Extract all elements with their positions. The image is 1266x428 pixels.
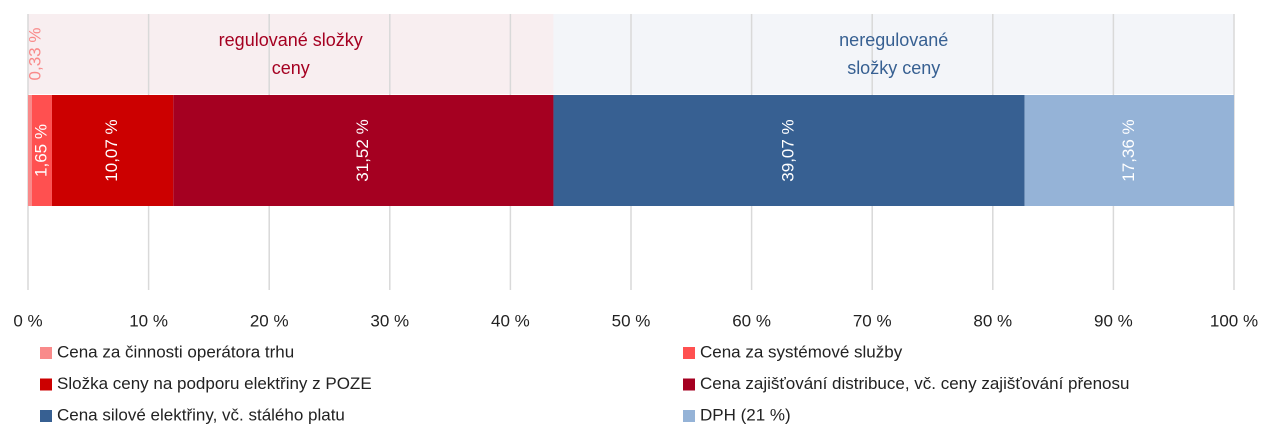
legend-label: Cena za činnosti operátora trhu <box>57 342 294 361</box>
legend-label: DPH (21 %) <box>700 405 791 424</box>
legend-label: Cena zajišťování distribuce, vč. ceny za… <box>700 374 1129 393</box>
band <box>553 14 1234 94</box>
legend-label: Složka ceny na podporu elektřiny z POZE <box>57 374 372 393</box>
x-tick-label: 0 % <box>13 311 42 330</box>
data-label: 0,33 % <box>25 28 44 81</box>
x-tick-label: 100 % <box>1210 311 1258 330</box>
x-tick-label: 60 % <box>732 311 771 330</box>
bar-segment <box>31 95 52 206</box>
bar-segment <box>173 95 554 206</box>
x-tick-label: 30 % <box>370 311 409 330</box>
annotation: neregulované složky ceny <box>839 30 949 78</box>
legend-marker <box>40 378 52 391</box>
data-label: 17,36 % <box>1119 119 1138 181</box>
legend-marker <box>40 347 52 359</box>
band <box>28 14 554 94</box>
bar-segment <box>28 95 32 206</box>
annotation: regulované složky ceny <box>218 30 363 78</box>
x-tick-label: 70 % <box>853 311 892 330</box>
legend-marker <box>683 378 695 391</box>
bar-segment <box>1024 95 1234 206</box>
legend-marker <box>683 347 695 359</box>
legend-label: Cena za systémové služby <box>700 342 903 361</box>
legend-marker <box>683 410 695 422</box>
bands <box>28 14 1234 94</box>
bar-segment <box>553 95 1025 206</box>
data-label: 1,65 % <box>31 124 50 177</box>
legend-marker <box>40 410 52 422</box>
data-label: 10,07 % <box>102 119 121 181</box>
data-label: 31,52 % <box>353 119 372 181</box>
x-tick-label: 80 % <box>973 311 1012 330</box>
x-tick-label: 20 % <box>250 311 289 330</box>
x-tick-label: 50 % <box>612 311 651 330</box>
x-tick-label: 90 % <box>1094 311 1133 330</box>
x-tick-label: 40 % <box>491 311 530 330</box>
data-label: 39,07 % <box>779 119 798 181</box>
legend-label: Cena silové elektřiny, vč. stálého platu <box>57 405 345 424</box>
bar-segment <box>51 95 174 206</box>
x-tick-label: 10 % <box>129 311 168 330</box>
